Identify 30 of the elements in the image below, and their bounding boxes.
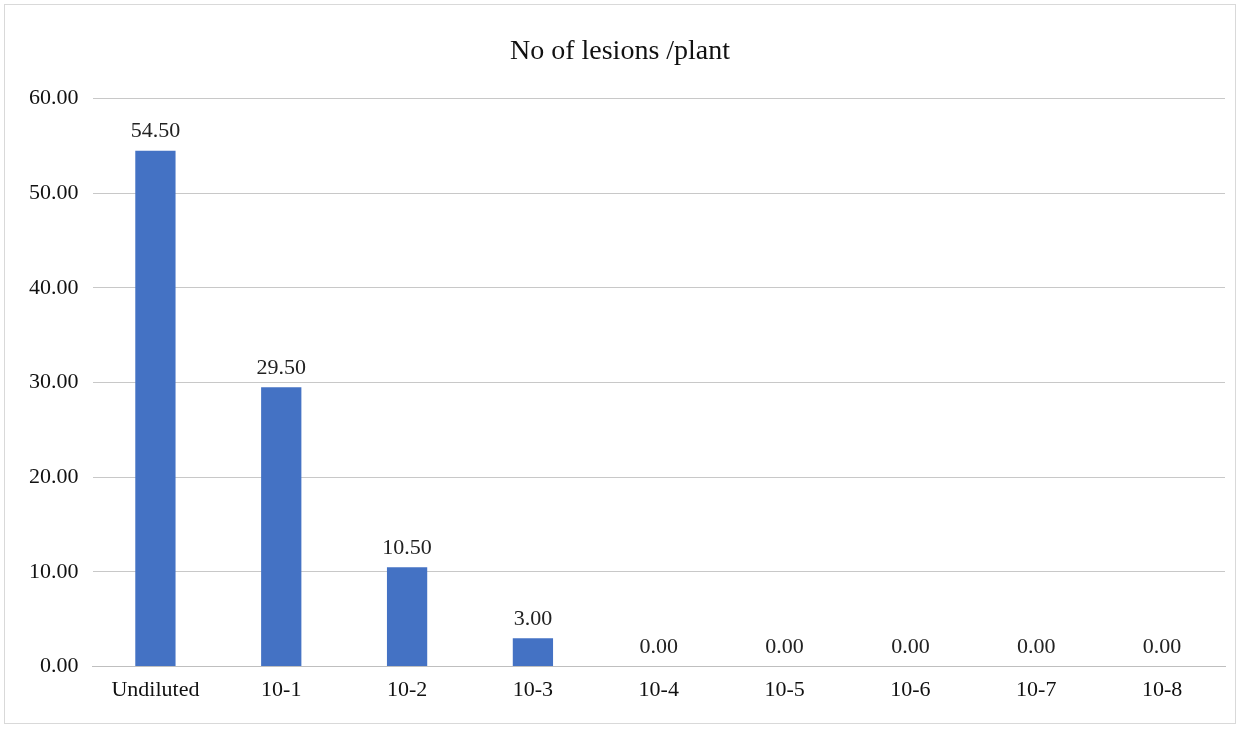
y-tick-label: 40.00 [29, 273, 79, 299]
y-tick-label: 60.00 [29, 84, 79, 110]
data-label: 0.00 [891, 633, 930, 659]
x-tick-label: 10-8 [1141, 675, 1183, 701]
bar [386, 567, 428, 667]
bar [512, 638, 554, 667]
data-label: 0.00 [1017, 633, 1056, 659]
data-label: 0.00 [1142, 633, 1182, 659]
x-tick-label: 10-2 [386, 675, 428, 701]
x-tick-label: 10-5 [764, 675, 805, 701]
x-tick-label: 10-7 [1016, 675, 1057, 701]
x-tick-label: 10-4 [638, 675, 679, 701]
y-tick-label: 10.00 [29, 557, 79, 583]
x-tick-label: 10-3 [512, 675, 554, 701]
bar [135, 150, 176, 667]
x-tick-label: 10-1 [261, 675, 302, 701]
data-label: 3.00 [513, 604, 553, 630]
x-tick-label: 10-6 [890, 675, 931, 701]
y-tick-label: 0.00 [40, 652, 79, 678]
y-tick-label: 20.00 [29, 463, 79, 489]
data-label: 29.50 [256, 354, 306, 380]
data-label: 0.00 [765, 633, 804, 659]
y-tick-label: 30.00 [29, 368, 79, 394]
x-tick-label: Undiluted [111, 675, 200, 701]
bar [261, 387, 302, 667]
data-label: 10.50 [382, 533, 432, 559]
data-label: 54.50 [130, 117, 181, 143]
chart-title: No of lesions /plant [509, 34, 731, 66]
y-tick-label: 50.00 [29, 179, 79, 205]
data-label: 0.00 [639, 633, 678, 659]
